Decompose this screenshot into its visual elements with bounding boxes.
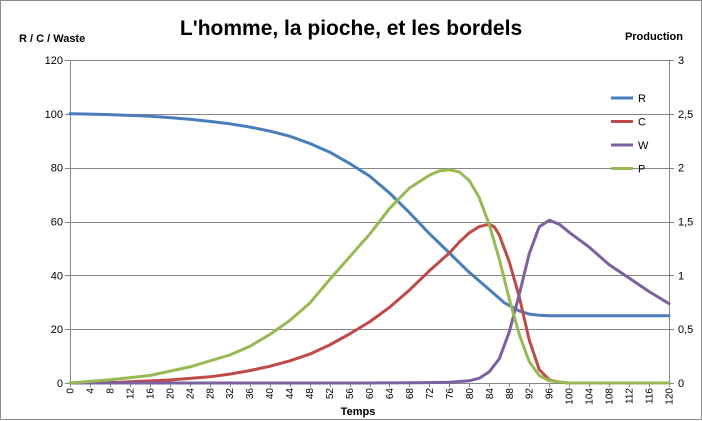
- x-axis-title: Temps: [341, 406, 376, 418]
- series-lines: [68, 112, 671, 385]
- x-tick-label: 64: [385, 388, 396, 400]
- x-tick-label: 16: [145, 388, 156, 400]
- x-tick-labels: 0 4 8 12 16 20 24 28 32 36 40 44 48 52 56 60 64 68 72 76 80 8…: [66, 383, 676, 405]
- x-tick-label: 36: [245, 388, 256, 400]
- x-tick-label: 104: [585, 388, 596, 405]
- y2-tick-label: 1,5: [678, 217, 693, 229]
- x-tick-label: 60: [365, 388, 376, 400]
- legend-label-r: R: [638, 93, 646, 105]
- series-line-p: [68, 168, 671, 385]
- gridlines: [70, 60, 669, 330]
- y-tick-label: 100: [45, 109, 63, 121]
- x-tick-label: 56: [345, 388, 356, 400]
- x-tick-label: 84: [485, 388, 496, 400]
- y2-tick-label: 2: [678, 163, 684, 175]
- legend-label-w: W: [638, 140, 649, 152]
- x-tick-label: 4: [85, 388, 96, 394]
- x-tick-label: 100: [565, 388, 576, 405]
- series-line-r: [68, 112, 671, 318]
- x-tick-label: 52: [325, 388, 336, 400]
- x-tick-label: 120: [665, 388, 676, 405]
- x-tick-label: 96: [545, 388, 556, 400]
- y-tick-label: 80: [51, 163, 63, 175]
- y2-tick-label: 2,5: [678, 109, 693, 121]
- x-tick-label: 108: [605, 388, 616, 405]
- series-line-c: [68, 222, 671, 385]
- chart-title: L'homme, la pioche, et les bordels: [180, 17, 522, 40]
- x-tick-label: 20: [165, 388, 176, 400]
- x-tick-label: 0: [66, 388, 77, 394]
- legend-label-p: P: [638, 164, 645, 176]
- y2-axis-title: Production: [625, 31, 683, 43]
- x-tick-label: 24: [185, 388, 196, 400]
- series-line-w: [68, 218, 671, 385]
- x-tick-label: 76: [445, 388, 456, 400]
- y2-tick-label: 3: [678, 55, 684, 67]
- x-tick-label: 112: [625, 388, 636, 404]
- x-tick-label: 44: [285, 388, 296, 400]
- x-tick-label: 92: [525, 388, 536, 400]
- x-tick-label: 80: [465, 388, 476, 400]
- x-tick-label: 8: [105, 388, 116, 394]
- y-tick-label: 60: [51, 217, 63, 229]
- y2-tick-label: 1: [678, 270, 684, 282]
- x-tick-label: 48: [305, 388, 316, 400]
- legend-label-c: C: [638, 117, 646, 129]
- x-tick-label: 88: [505, 388, 516, 400]
- y-tick-label: 20: [51, 324, 63, 336]
- y2-tick-label: 0: [678, 378, 684, 390]
- x-tick-label: 32: [225, 388, 236, 400]
- x-tick-label: 116: [645, 388, 656, 404]
- x-tick-label: 28: [205, 388, 216, 400]
- y2-tick-labels: 0 0,5 1 1,5 2 2,5 3: [669, 55, 693, 390]
- x-tick-label: 12: [125, 388, 136, 400]
- x-tick-label: 68: [405, 388, 416, 400]
- x-tick-label: 40: [265, 388, 276, 400]
- y-axis-title: R / C / Waste: [19, 33, 85, 45]
- y-tick-labels: 0 20 40 60 80 100 120: [45, 55, 70, 390]
- y-tick-label: 40: [51, 270, 63, 282]
- y-tick-label: 120: [45, 55, 63, 67]
- y-tick-label: 0: [57, 378, 63, 390]
- y2-tick-label: 0,5: [678, 324, 693, 336]
- x-tick-label: 72: [425, 388, 436, 400]
